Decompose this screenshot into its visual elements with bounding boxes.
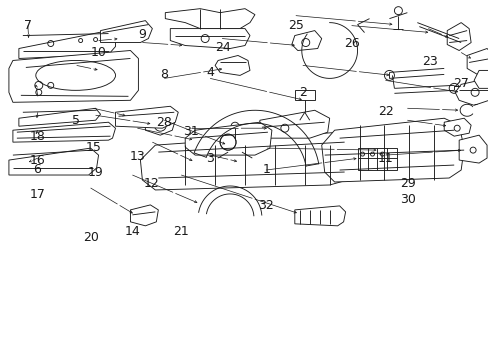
Text: 23: 23: [421, 55, 437, 68]
Text: 28: 28: [156, 116, 172, 129]
Text: 19: 19: [88, 166, 103, 179]
Polygon shape: [19, 108, 101, 126]
Text: 18: 18: [29, 130, 45, 144]
Text: 2: 2: [298, 86, 306, 99]
Polygon shape: [19, 31, 115, 58]
Text: 22: 22: [377, 105, 393, 118]
Polygon shape: [443, 118, 470, 136]
Polygon shape: [130, 205, 158, 226]
Text: 26: 26: [343, 37, 359, 50]
Polygon shape: [13, 122, 115, 142]
Text: 31: 31: [183, 125, 199, 138]
Text: 1: 1: [262, 163, 270, 176]
Text: 13: 13: [129, 150, 145, 163]
Polygon shape: [9, 148, 99, 175]
Polygon shape: [215, 55, 249, 75]
Text: 14: 14: [124, 225, 140, 238]
Polygon shape: [321, 118, 463, 182]
Polygon shape: [170, 28, 249, 49]
Text: 32: 32: [258, 199, 274, 212]
Polygon shape: [9, 50, 138, 102]
Text: 20: 20: [83, 231, 99, 244]
Polygon shape: [466, 49, 488, 75]
Text: 10: 10: [90, 46, 106, 59]
Polygon shape: [294, 90, 314, 100]
Polygon shape: [447, 23, 470, 50]
Text: 27: 27: [452, 77, 468, 90]
Text: 3: 3: [206, 152, 214, 165]
Polygon shape: [454, 80, 488, 105]
Polygon shape: [291, 31, 321, 50]
Text: 29: 29: [399, 177, 415, 190]
Text: 8: 8: [160, 68, 168, 81]
Polygon shape: [294, 206, 345, 226]
Text: 11: 11: [377, 152, 393, 165]
Text: 16: 16: [30, 154, 45, 167]
Text: 24: 24: [214, 41, 230, 54]
Text: 30: 30: [399, 193, 415, 206]
Polygon shape: [458, 135, 486, 163]
Text: 5: 5: [72, 114, 81, 127]
Text: 17: 17: [29, 188, 45, 201]
Polygon shape: [185, 122, 271, 155]
Text: 15: 15: [85, 141, 101, 154]
Text: 12: 12: [144, 177, 160, 190]
Text: 7: 7: [24, 19, 32, 32]
Text: 9: 9: [138, 28, 146, 41]
Polygon shape: [258, 110, 329, 138]
Text: 21: 21: [173, 225, 189, 238]
Polygon shape: [357, 148, 397, 170]
Polygon shape: [145, 115, 175, 135]
Text: 25: 25: [287, 19, 303, 32]
Text: 4: 4: [206, 66, 214, 79]
Polygon shape: [101, 21, 152, 42]
Text: 6: 6: [34, 163, 41, 176]
Polygon shape: [473, 71, 488, 88]
Polygon shape: [165, 9, 254, 28]
Polygon shape: [140, 132, 354, 190]
Polygon shape: [115, 106, 178, 128]
